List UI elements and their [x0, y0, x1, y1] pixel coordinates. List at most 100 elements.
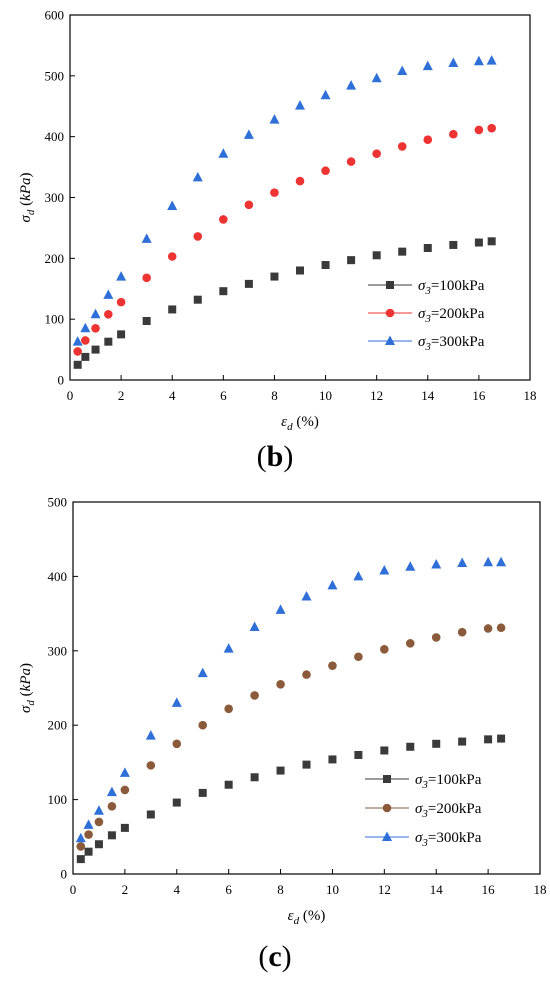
legend-marker-c-2: [382, 831, 392, 841]
point-c-2-19: [483, 556, 494, 567]
point-b-1-2: [81, 336, 90, 345]
point-c-0-4: [107, 831, 116, 840]
y-axis-label-c: σd (kPa): [18, 663, 37, 713]
point-c-2-18: [457, 557, 468, 568]
panel-label-c-text: c: [268, 940, 282, 973]
x-axis-label-b: εd (%): [281, 414, 319, 433]
point-b-0-14: [347, 256, 356, 265]
point-b-0-15: [372, 251, 381, 260]
point-c-2-14: [353, 570, 364, 581]
point-c-2-3: [93, 805, 104, 815]
point-c-0-15: [380, 746, 389, 755]
y-axis-label-b: σd (kPa): [18, 173, 37, 223]
point-c-1-17: [431, 633, 441, 642]
legend-label-b-1: σ3=200kPa: [418, 306, 485, 325]
point-c-2-12: [301, 590, 312, 601]
point-c-2-2: [83, 819, 94, 829]
point-c-0-18: [458, 737, 467, 746]
chart-c: 0 2 4 6 8 10 12 14 16 18 0 100 200 300 400 500 εd (%) σd …: [18, 495, 547, 928]
point-b-0-13: [321, 261, 330, 270]
point-c-0-16: [406, 742, 415, 751]
point-b-0-11: [270, 272, 279, 281]
point-c-2-11: [275, 604, 286, 614]
point-b-1-5: [116, 297, 126, 307]
chart-b: 0 2 4 6 8 10 12 14 16 18 0 100 200 300 400 500 600 εd (%)…: [18, 8, 537, 434]
point-b-1-8: [193, 232, 203, 241]
point-b-1-7: [167, 252, 177, 261]
point-b-0-7: [168, 305, 177, 314]
point-b-2-4: [103, 289, 114, 299]
point-b-0-8: [193, 295, 202, 304]
point-c-1-7: [172, 739, 182, 749]
point-c-0-1: [76, 855, 85, 864]
point-c-0-3: [94, 840, 103, 849]
point-b-2-20: [486, 55, 497, 65]
point-b-1-19: [474, 125, 484, 135]
point-b-1-9: [219, 215, 228, 224]
panel-c: 0 2 4 6 8 10 12 14 16 18 0 100 200 300 400 500 εd (%) σd …: [0, 485, 550, 983]
point-b-1-12: [295, 176, 305, 186]
x-tick-label-b-5: 10: [319, 388, 332, 403]
point-b-0-17: [423, 243, 432, 252]
point-c-2-15: [379, 564, 390, 575]
x-axis-label-c: εd (%): [288, 908, 326, 927]
point-c-1-4: [107, 801, 117, 811]
x-tick-label-c-9: 18: [534, 882, 547, 897]
legend-label-b-0: σ3=100kPa: [418, 278, 485, 297]
point-b-1-6: [142, 273, 151, 283]
point-c-2-5: [119, 767, 130, 777]
point-c-1-20: [496, 623, 506, 633]
y-tick-label-b-5: 500: [45, 68, 65, 83]
point-c-2-17: [431, 558, 442, 569]
x-tick-label-b-3: 6: [220, 388, 227, 403]
point-b-2-7: [167, 200, 178, 211]
point-c-1-15: [380, 645, 389, 654]
point-c-1-18: [457, 627, 467, 637]
panel-b: 0 2 4 6 8 10 12 14 16 18 0 100 200 300 400 500 600 εd (%)…: [0, 0, 550, 485]
point-c-2-7: [171, 697, 182, 707]
point-c-0-13: [328, 755, 337, 764]
point-b-0-18: [449, 240, 458, 249]
legend-marker-c-0: [383, 775, 391, 783]
point-c-0-6: [146, 810, 155, 819]
point-b-0-1: [73, 360, 82, 369]
point-b-2-14: [346, 80, 357, 90]
point-c-0-2: [84, 847, 93, 856]
point-c-0-8: [198, 788, 207, 797]
point-b-2-16: [397, 65, 408, 75]
point-b-2-10: [243, 129, 254, 139]
x-tick-label-c-4: 8: [277, 882, 284, 897]
point-c-1-10: [250, 691, 259, 700]
point-b-2-13: [320, 89, 331, 100]
point-b-0-19: [474, 238, 483, 247]
point-b-1-13: [321, 166, 330, 176]
point-b-2-5: [116, 271, 127, 281]
point-b-0-16: [398, 247, 407, 256]
y-tick-label-c-4: 400: [48, 569, 68, 584]
y-tick-label-b-4: 400: [45, 129, 65, 144]
point-b-2-9: [218, 148, 229, 158]
point-b-0-4: [104, 337, 113, 346]
y-tick-label-b-0: 0: [58, 373, 65, 388]
x-tick-label-c-5: 10: [326, 882, 339, 897]
y-tick-label-b-3: 300: [45, 190, 65, 205]
point-c-1-8: [198, 720, 208, 730]
y-tick-label-c-0: 0: [61, 867, 68, 882]
point-c-1-14: [354, 652, 363, 662]
point-c-1-13: [328, 661, 337, 670]
point-c-0-17: [432, 739, 441, 748]
x-tick-label-b-9: 18: [524, 388, 537, 403]
x-tick-label-c-3: 6: [225, 882, 232, 897]
point-b-2-6: [141, 233, 152, 243]
x-tick-label-b-0: 0: [67, 388, 74, 403]
panel-label-b-text: b: [266, 440, 284, 473]
legend-marker-b-2: [385, 335, 395, 345]
point-c-0-10: [250, 773, 259, 782]
point-b-2-18: [448, 57, 459, 68]
series-c-1: [76, 623, 506, 851]
point-c-1-5: [120, 785, 130, 795]
point-b-1-11: [270, 188, 279, 197]
point-c-1-11: [276, 679, 285, 689]
point-b-1-20: [487, 123, 496, 133]
point-b-1-18: [449, 129, 458, 139]
